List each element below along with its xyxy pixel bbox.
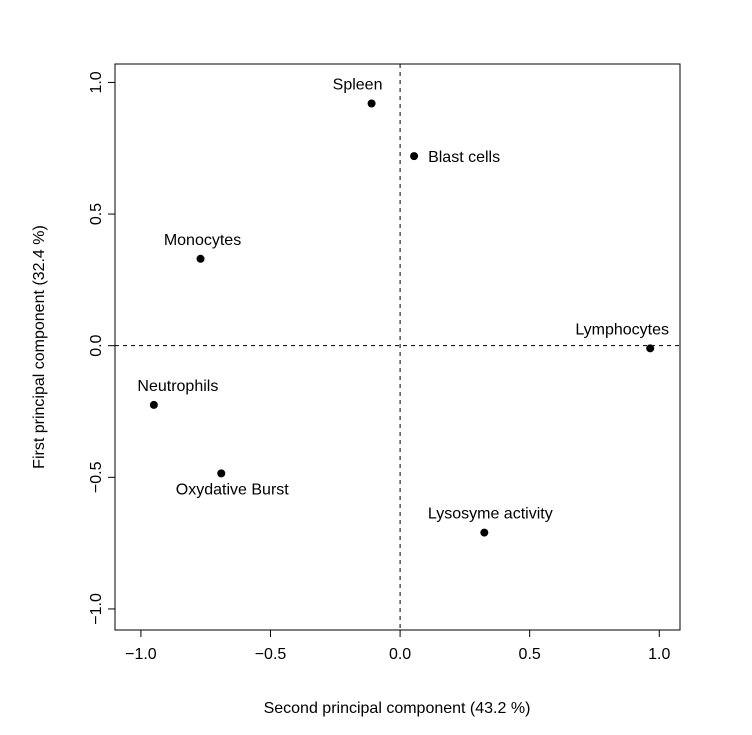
point-label: Blast cells [428, 149, 500, 166]
data-point [410, 152, 419, 161]
data-point [480, 528, 489, 537]
plot-area: −1.0 −0.5 0.0 0.5 1.0 −1.0 −0.5 0.0 0.5 1.0 Spleen… [88, 63, 681, 663]
data-point [149, 400, 158, 409]
data-point [646, 344, 655, 353]
point-label: Neutrophils [137, 378, 218, 395]
plot-frame [114, 63, 681, 631]
y-tick-label: 0.0 [88, 334, 105, 356]
point-label: Spleen [333, 76, 383, 93]
x-axis-label: Second principal component (43.2 %) [264, 700, 531, 717]
x-tick-label: −0.5 [255, 646, 287, 663]
y-tick-label: −1.0 [88, 593, 105, 625]
x-tick-label: 0.0 [389, 646, 411, 663]
y-axis-label: First principal component (32.4 %) [31, 225, 48, 469]
point-label: Lysosyme activity [428, 506, 553, 523]
data-point [217, 469, 226, 478]
point-label: Oxydative Burst [176, 481, 289, 498]
point-label: Lymphocytes [575, 321, 669, 338]
point-label: Monocytes [164, 232, 241, 249]
x-tick-label: −1.0 [125, 646, 157, 663]
y-tick-label: 1.0 [88, 71, 105, 93]
y-tick-label: −0.5 [88, 461, 105, 493]
x-tick-label: 0.5 [519, 646, 541, 663]
x-tick-label: 1.0 [648, 646, 670, 663]
data-point [196, 254, 205, 263]
y-tick-label: 0.5 [88, 203, 105, 225]
data-point [367, 99, 376, 108]
